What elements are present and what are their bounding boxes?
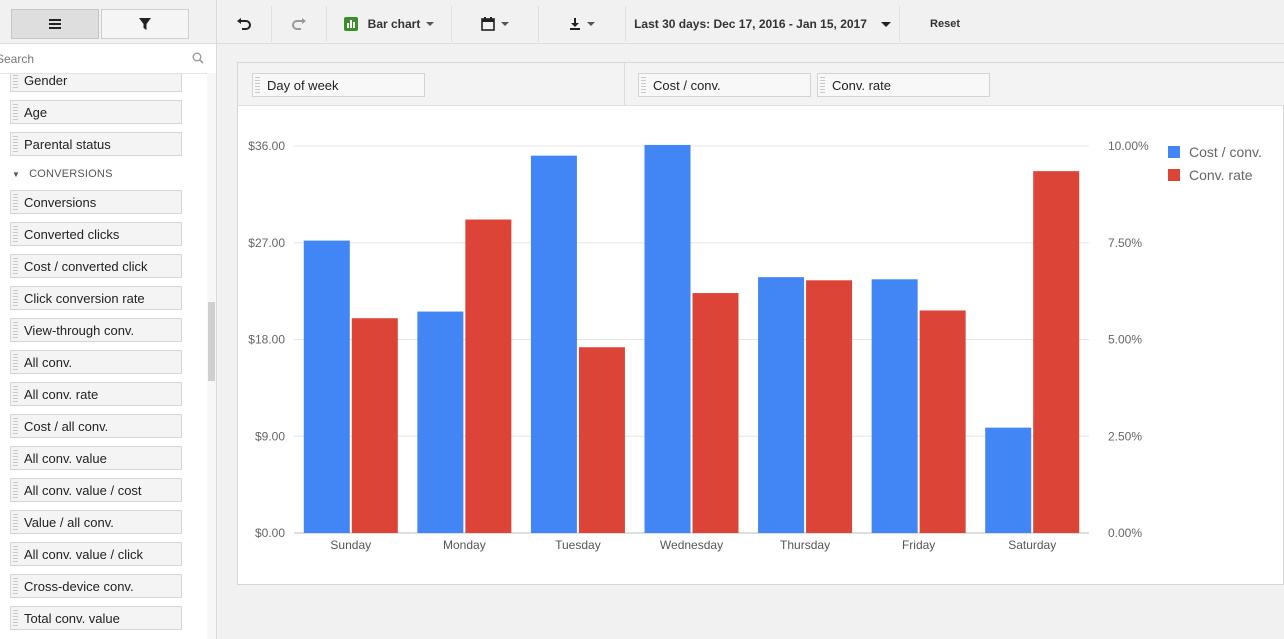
download-icon [570,18,580,30]
divider [624,63,625,105]
y-left-tick-label: $0.00 [255,526,285,540]
x-tick-label: Wednesday [660,538,723,552]
redo-button[interactable] [272,6,327,42]
metric-pill-conv-rate[interactable]: Conv. rate [817,73,990,97]
y-right-tick-label: 7.50% [1108,236,1142,250]
metric-view-through-conv[interactable]: View-through conv. [10,318,182,342]
bar-conv-rate [465,219,512,533]
bar-cost-per-conv [530,155,577,534]
bar-cost-per-conv [644,144,691,534]
bar-cost-per-conv [758,277,805,533]
date-range-label: Last 30 days: Dec 17, 2016 - Jan 15, 201… [634,17,867,31]
chart-type-dropdown[interactable]: Bar chart [327,6,452,42]
search-icon[interactable] [192,52,204,64]
x-tick-label: Thursday [780,538,830,552]
bar-cost-per-conv [417,311,464,533]
calendar-dropdown[interactable] [452,6,539,42]
x-tick-label: Friday [902,538,935,552]
date-range-dropdown[interactable]: Last 30 days: Dec 17, 2016 - Jan 15, 201… [626,6,900,42]
tab-columns[interactable] [11,9,99,39]
list-icon [49,19,61,29]
legend-swatch [1168,169,1180,181]
x-tick-label: Saturday [1008,538,1056,552]
bar-chart: $0.00 0.00% $9.00 2.50% $18.00 5.00% $27.00 7.5… [248,139,1149,552]
chevron-down-icon [501,22,509,26]
bar-conv-rate [692,293,739,533]
bar-cost-per-conv [303,240,350,533]
metric-cross-device-conv[interactable]: Cross-device conv. [10,574,182,598]
metric-cost-per-all-conv[interactable]: Cost / all conv. [10,414,182,438]
collapse-triangle-icon: ▼ [12,169,21,179]
x-tick-label: Tuesday [555,538,601,552]
y-left-tick-label: $27.00 [248,236,285,250]
legend-label: Cost / conv. [1189,144,1262,160]
metric-all-conv-value[interactable]: All conv. value [10,446,182,470]
legend-label: Conv. rate [1189,167,1253,183]
dimension-pill[interactable]: Day of week [252,73,425,97]
metric-pill-cost-per-conv[interactable]: Cost / conv. [638,73,811,97]
y-right-tick-label: 10.00% [1108,139,1149,153]
sidebar-scrollbar-thumb[interactable] [208,302,215,381]
download-dropdown[interactable] [539,6,626,42]
metric-cost-per-converted-click[interactable]: Cost / converted click [10,254,182,278]
bar-conv-rate [578,347,625,533]
chevron-down-icon [880,21,891,27]
x-tick-label: Sunday [330,538,371,552]
y-right-tick-label: 0.00% [1108,526,1142,540]
redo-icon [292,18,306,30]
bar-chart-icon [343,17,358,31]
legend-swatch [1168,146,1180,158]
undo-button[interactable] [217,6,272,42]
y-left-tick-label: $9.00 [255,429,285,443]
chevron-down-icon [587,22,595,26]
y-right-tick-label: 2.50% [1108,429,1142,443]
x-tick-label: Monday [443,538,486,552]
calendar-icon [481,17,495,31]
dimensions-bar: Day of week Cost / conv. Conv. rate [238,63,1284,106]
bar-cost-per-conv [871,279,918,533]
reset-button[interactable]: Reset [930,18,960,30]
sidebar-tabs [0,0,216,44]
metric-click-conversion-rate[interactable]: Click conversion rate [10,286,182,310]
metric-converted-clicks[interactable]: Converted clicks [10,222,182,246]
metric-gender[interactable]: Gender [10,74,182,92]
bar-conv-rate [351,318,398,533]
metric-age[interactable]: Age [10,100,182,124]
metric-list: Gender Age Parental status ▼ CONVERSIONS… [0,74,205,639]
metric-all-conv[interactable]: All conv. [10,350,182,374]
chart-panel: Day of week Cost / conv. Conv. rate $0.0… [237,62,1284,585]
tab-filter[interactable] [101,9,189,39]
filter-icon [139,18,151,30]
undo-icon [237,18,251,30]
y-left-tick-label: $36.00 [248,139,285,153]
search-input[interactable] [0,48,188,70]
bar-conv-rate [806,280,853,533]
sidebar: Gender Age Parental status ▼ CONVERSIONS… [0,0,217,639]
metric-all-conv-value-per-click[interactable]: All conv. value / click [10,542,182,566]
bar-cost-per-conv [985,427,1032,533]
section-header-label: CONVERSIONS [29,168,113,180]
chart-type-label: Bar chart [367,17,421,31]
metric-all-conv-rate[interactable]: All conv. rate [10,382,182,406]
search-row [0,43,216,74]
bar-conv-rate [919,310,966,533]
chevron-down-icon [426,22,435,26]
metric-total-conv-value[interactable]: Total conv. value [10,606,182,630]
section-header-conversions[interactable]: ▼ CONVERSIONS [12,167,113,181]
bar-conv-rate [1033,171,1080,533]
metric-all-conv-value-per-cost[interactable]: All conv. value / cost [10,478,182,502]
metric-conversions[interactable]: Conversions [10,190,182,214]
legend-item-conv-rate[interactable]: Conv. rate [1168,167,1253,183]
toolbar: Bar chart Last 30 days: Dec 17, 2016 - J… [217,0,1284,44]
y-right-tick-label: 5.00% [1108,333,1142,347]
metric-value-per-all-conv[interactable]: Value / all conv. [10,510,182,534]
y-left-tick-label: $18.00 [248,333,285,347]
metric-parental-status[interactable]: Parental status [10,132,182,156]
legend-item-cost-per-conv[interactable]: Cost / conv. [1168,144,1262,160]
